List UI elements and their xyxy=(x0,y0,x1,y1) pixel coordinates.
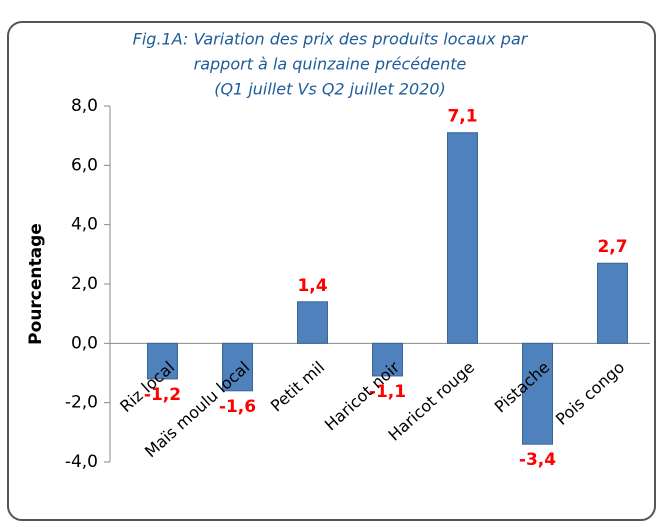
data-label: -1,2 xyxy=(144,385,181,405)
y-tick-label: 8,0 xyxy=(71,96,98,116)
bar xyxy=(597,262,628,344)
y-axis-label: Pourcentage xyxy=(26,223,46,345)
data-label: -3,4 xyxy=(519,450,556,470)
bar xyxy=(372,342,403,377)
bar xyxy=(297,301,328,344)
chart-title: Fig.1A: Variation des prix des produits … xyxy=(133,30,529,49)
y-tick-label: 6,0 xyxy=(71,155,98,175)
bar xyxy=(222,342,253,392)
y-tick-label: 4,0 xyxy=(71,215,98,235)
bar xyxy=(522,342,553,445)
y-tick-label: 2,0 xyxy=(71,274,98,294)
bar xyxy=(447,132,478,344)
data-label: -1,6 xyxy=(219,397,256,417)
y-tick-label: -2,0 xyxy=(65,393,98,413)
chart-title: (Q1 juillet Vs Q2 juillet 2020) xyxy=(214,80,446,99)
chart-frame xyxy=(7,21,656,521)
data-label: 2,7 xyxy=(597,237,627,257)
chart-title: rapport à la quinzaine précédente xyxy=(194,55,467,74)
y-tick-label: 0,0 xyxy=(71,333,98,353)
data-label: 7,1 xyxy=(447,107,477,127)
y-tick-label: -4,0 xyxy=(65,452,98,472)
bar xyxy=(147,342,178,380)
data-label: 1,4 xyxy=(297,276,327,296)
data-label: -1,1 xyxy=(369,382,406,402)
